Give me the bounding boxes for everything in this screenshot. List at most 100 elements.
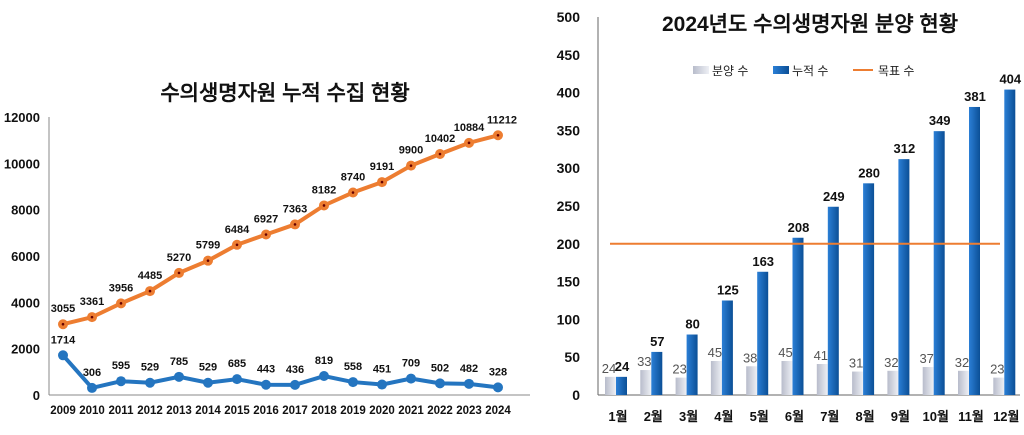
data-label-cumulative: 381 [964, 89, 986, 104]
series-line [61, 353, 499, 391]
data-label: 5799 [196, 240, 220, 252]
data-label-cumulative: 404 [999, 72, 1021, 87]
y-tick-label: 450 [557, 47, 581, 63]
data-point [58, 350, 68, 361]
y-tick-label: 2000 [11, 342, 40, 357]
data-point [348, 377, 358, 388]
data-point-center [351, 191, 355, 194]
bar-cumulative [721, 300, 733, 395]
x-tick-label: 2017 [282, 405, 308, 417]
bar-cumulative [792, 237, 804, 395]
bar-cumulative [827, 206, 839, 395]
legend-label: 누적 수 [792, 64, 828, 78]
bar-monthly [605, 376, 616, 395]
x-tick-label: 1월 [608, 409, 627, 424]
data-label-monthly: 23 [990, 362, 1004, 377]
data-label: 785 [170, 356, 188, 368]
x-tick-label: 2019 [340, 405, 366, 417]
data-point [174, 371, 184, 382]
data-label: 436 [286, 364, 304, 376]
bar-monthly [710, 360, 722, 395]
x-tick-label: 2020 [369, 405, 395, 417]
data-label-monthly: 23 [672, 362, 686, 377]
right-chart: 0 50 100 150 200 250 300 350 400 450 500 1월 2월 3월 4월 5월… [557, 9, 1022, 424]
right-chart-title: 2024년도 수의생명자원 분양 현황 [662, 13, 958, 36]
y-tick-label: 250 [557, 198, 581, 214]
x-tick-label: 2022 [427, 405, 453, 417]
y-tick-label: 10000 [4, 156, 40, 171]
data-label: 328 [489, 366, 507, 378]
bar-cumulative [863, 183, 875, 395]
data-point-center [438, 152, 442, 156]
data-label: 10884 [454, 122, 485, 134]
data-label-cumulative: 80 [685, 317, 699, 332]
x-tick-label: 2014 [195, 405, 221, 417]
bar-cumulative [933, 131, 945, 395]
data-label: 8740 [341, 172, 365, 184]
data-label: 443 [257, 364, 275, 376]
y-tick-label: 500 [557, 9, 581, 25]
bar-monthly [958, 370, 969, 395]
y-tick-label: 200 [557, 236, 581, 252]
data-label-monthly: 45 [778, 345, 792, 360]
y-tick-label: 50 [564, 349, 580, 365]
data-label: 5270 [167, 252, 191, 264]
x-tick-label: 2010 [79, 405, 105, 417]
data-point-center [322, 204, 326, 207]
x-tick-label: 2월 [644, 409, 663, 424]
bar-cumulative [1004, 89, 1016, 396]
data-label: 819 [315, 355, 333, 367]
x-tick-label: 2012 [137, 405, 163, 417]
bar-monthly [781, 360, 793, 395]
data-label: 6927 [254, 214, 278, 226]
y-tick-label: 6000 [11, 249, 40, 264]
data-point [203, 377, 213, 388]
x-tick-label: 2018 [311, 405, 337, 417]
data-label: 502 [431, 362, 449, 374]
data-point-center [467, 141, 471, 145]
legend-swatch-monthly [693, 66, 709, 74]
y-tick-label: 8000 [11, 203, 40, 218]
data-point-center [264, 233, 268, 236]
data-label-cumulative: 249 [823, 189, 845, 204]
data-label: 4485 [138, 270, 162, 282]
data-label: 3055 [51, 303, 75, 315]
y-tick-label: 400 [557, 85, 581, 101]
x-tick-label: 9월 [891, 409, 910, 424]
data-label-cumulative: 312 [894, 141, 916, 156]
bar-monthly [816, 364, 828, 395]
data-label: 451 [373, 364, 391, 376]
data-label: 306 [83, 367, 101, 379]
x-tick-label: 2013 [166, 405, 192, 417]
data-point-center [496, 133, 500, 137]
data-point-center [61, 322, 65, 326]
data-point [406, 373, 416, 384]
y-tick-label: 0 [33, 388, 40, 403]
bar-monthly [675, 377, 687, 395]
x-tick-label: 11월 [958, 409, 984, 424]
bar-cumulative [651, 351, 663, 395]
data-label-monthly: 31 [849, 356, 863, 371]
data-label: 558 [344, 361, 362, 373]
data-label-cumulative: 163 [752, 254, 774, 269]
data-label-monthly: 37 [919, 351, 933, 366]
x-tick-label: 4월 [714, 409, 733, 424]
x-tick-label: 2024 [485, 405, 511, 417]
bar-cumulative [898, 159, 910, 395]
data-label: 9191 [370, 161, 394, 173]
x-tick-label: 2015 [224, 405, 250, 417]
x-tick-label: 2021 [398, 405, 424, 417]
data-point [435, 378, 445, 389]
bar-cumulative [969, 106, 980, 396]
data-label-monthly: 38 [743, 350, 757, 365]
x-tick-label: 2009 [50, 405, 76, 417]
bar-cumulative [686, 334, 698, 395]
data-label-monthly: 41 [814, 348, 828, 363]
legend-swatch-cumulative [773, 66, 789, 74]
data-label-cumulative: 125 [717, 283, 739, 298]
data-label: 9900 [399, 145, 423, 157]
data-label-monthly: 24 [602, 361, 616, 376]
x-tick-label: 2023 [456, 405, 482, 417]
